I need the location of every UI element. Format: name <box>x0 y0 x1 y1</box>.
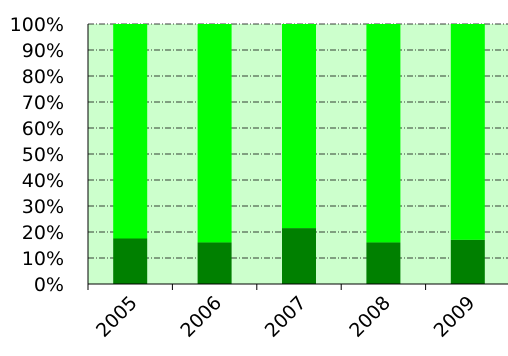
bar-segment-2007-series-2 <box>282 24 316 229</box>
bar-segment-2008-series-2 <box>366 24 401 243</box>
bar-segment-2005-series-1 <box>113 238 148 284</box>
y-tick-label: 70% <box>22 92 64 114</box>
y-tick-labels: 0% 10% 20% 30% 40% 50% 60% 70% 80% 90% 100% <box>10 14 64 296</box>
bar-segment-2009-series-1 <box>450 239 485 284</box>
x-tick-labels: 2005 2006 2007 2008 2009 <box>92 292 479 342</box>
x-tick-label-2006: 2006 <box>176 292 226 342</box>
bar-segment-2006-series-2 <box>197 24 232 243</box>
bar-segment-2005-series-2 <box>113 24 148 239</box>
x-tick-label-2005: 2005 <box>92 292 142 342</box>
y-tick-label: 50% <box>22 144 64 166</box>
y-tick-label: 10% <box>22 248 64 270</box>
y-tick-label: 0% <box>34 274 64 296</box>
y-tick-label: 60% <box>22 118 64 140</box>
y-tick-label: 80% <box>22 66 64 88</box>
bar-segment-2006-series-1 <box>197 242 232 284</box>
y-tick-label: 20% <box>22 222 64 244</box>
axes <box>87 24 508 290</box>
y-tick-label: 100% <box>10 14 64 36</box>
x-tick-label-2008: 2008 <box>345 292 395 342</box>
x-tick-label-2007: 2007 <box>261 292 311 342</box>
y-tick-label: 40% <box>22 170 64 192</box>
bars <box>113 24 485 284</box>
bar-segment-2007-series-1 <box>282 228 316 284</box>
bar-segment-2009-series-2 <box>450 24 485 240</box>
y-tick-label: 90% <box>22 40 64 62</box>
bar-segment-2008-series-1 <box>366 242 401 284</box>
y-tick-label: 30% <box>22 196 64 218</box>
x-tick-label-2009: 2009 <box>430 292 480 342</box>
